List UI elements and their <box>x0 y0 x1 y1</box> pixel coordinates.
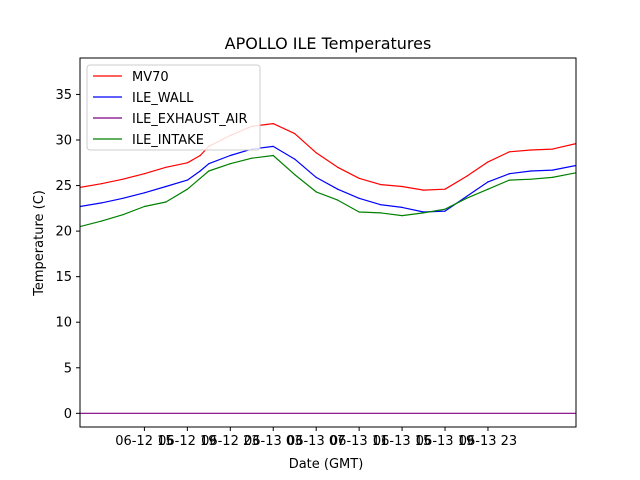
data-point <box>358 211 360 213</box>
x-tick-label: 06-12 23 <box>201 434 259 449</box>
axes-frame <box>79 57 577 428</box>
data-point <box>229 154 231 157</box>
data-point <box>100 202 103 204</box>
data-point <box>508 173 510 175</box>
y-tick-label: 5 <box>64 361 72 376</box>
data-point <box>186 188 188 190</box>
data-point <box>422 212 425 214</box>
y-tick-label: 10 <box>55 316 72 331</box>
x-tick-label: 06-13 11 <box>330 434 388 449</box>
data-point <box>165 166 167 168</box>
legend-label: MV70 <box>132 70 169 85</box>
data-point <box>380 204 382 206</box>
y-tick-label: 15 <box>55 270 72 285</box>
data-point <box>551 176 554 178</box>
y-tick-label: 0 <box>64 407 72 422</box>
data-point <box>401 206 403 208</box>
data-point <box>186 162 188 164</box>
chart-title: APOLLO ILE Temperatures <box>225 34 432 53</box>
y-tick-label: 25 <box>55 179 72 194</box>
legend-label: ILE_WALL <box>132 91 194 106</box>
data-point <box>100 183 103 185</box>
x-tick-label: 06-13 07 <box>287 434 345 449</box>
data-point <box>186 179 188 181</box>
data-point <box>208 170 210 172</box>
y-ticks: 0 5 10 15 20 25 30 35 <box>55 88 80 422</box>
data-point <box>551 169 554 171</box>
data-point <box>229 163 231 165</box>
y-axis-label: Temperature (C) <box>32 190 47 297</box>
data-point <box>530 149 532 151</box>
legend-entries: MV70 ILE_WALL ILE_EXHAUST_AIR ILE_INTAKE <box>93 70 248 148</box>
data-point <box>251 157 253 159</box>
data-point <box>380 184 382 186</box>
data-point <box>358 197 360 199</box>
x-axis-label: Date (GMT) <box>289 457 364 472</box>
series-layer <box>80 122 576 414</box>
data-point <box>272 123 274 125</box>
data-point <box>444 208 446 210</box>
legend-box <box>86 64 261 151</box>
data-point <box>465 195 468 198</box>
data-point <box>294 174 296 176</box>
data-point <box>143 205 145 208</box>
data-point <box>315 191 317 193</box>
data-point <box>551 148 554 150</box>
data-point <box>337 199 339 201</box>
legend-label: ILE_INTAKE <box>132 133 204 148</box>
data-point <box>165 185 167 188</box>
data-point <box>143 173 145 175</box>
data-point <box>530 170 532 172</box>
data-point <box>272 154 274 157</box>
data-point <box>401 185 403 188</box>
data-point <box>487 161 489 163</box>
data-point <box>530 178 532 180</box>
x-tick-label: 06-12 15 <box>115 434 173 449</box>
data-point <box>358 177 360 179</box>
data-point <box>122 214 124 216</box>
data-point <box>465 175 468 177</box>
x-tick-label: 06-13 15 <box>373 434 431 449</box>
data-point <box>199 170 201 172</box>
x-tick-label: 06-12 19 <box>158 434 216 449</box>
data-point <box>337 188 339 190</box>
data-point <box>294 158 296 160</box>
data-point <box>143 192 145 194</box>
data-point <box>122 197 124 199</box>
legend-label: ILE_EXHAUST_AIR <box>132 112 248 127</box>
x-tick-label: 06-13 03 <box>244 434 302 449</box>
data-point <box>315 152 317 154</box>
data-point <box>444 210 446 212</box>
x-tick-label: 06-13 19 <box>416 434 474 449</box>
y-tick-label: 30 <box>55 134 72 149</box>
data-point <box>337 166 339 168</box>
data-point <box>272 145 274 147</box>
data-point <box>122 178 124 180</box>
data-point <box>100 220 103 222</box>
legend: MV70 ILE_WALL ILE_EXHAUST_AIR ILE_INTAKE <box>86 64 261 151</box>
x-tick-label: 06-13 23 <box>459 434 517 449</box>
data-point <box>380 212 382 214</box>
data-point <box>401 215 403 217</box>
data-point <box>199 177 201 179</box>
data-point <box>465 197 468 199</box>
data-point <box>199 154 201 157</box>
y-tick-label: 35 <box>55 88 72 103</box>
data-point <box>165 201 167 203</box>
data-point <box>208 163 210 165</box>
data-point <box>422 189 425 191</box>
data-point <box>487 181 489 183</box>
data-point <box>294 133 296 135</box>
data-point <box>508 179 510 181</box>
data-point <box>315 176 317 178</box>
data-point <box>444 188 446 190</box>
data-point <box>508 151 510 153</box>
data-point <box>487 188 489 190</box>
y-tick-label: 20 <box>55 225 72 240</box>
